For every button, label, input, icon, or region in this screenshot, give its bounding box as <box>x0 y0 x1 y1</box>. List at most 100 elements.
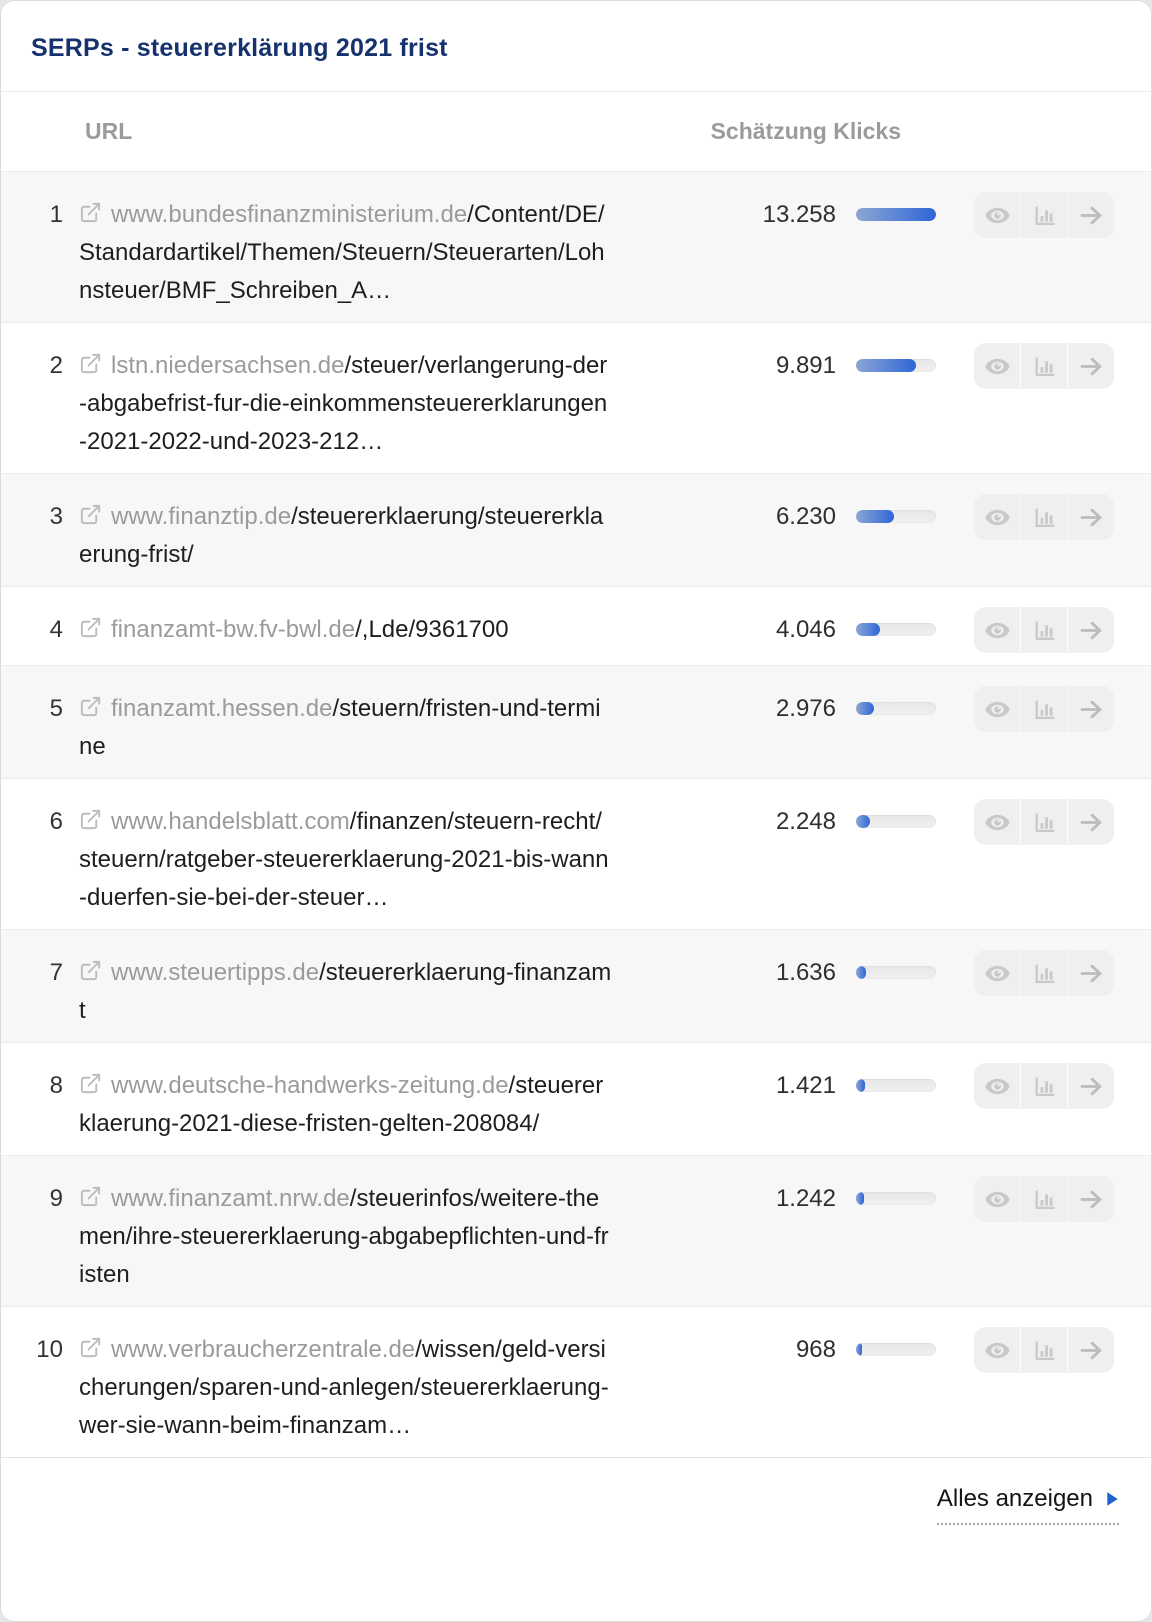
external-link-icon[interactable] <box>79 1333 102 1358</box>
eye-icon <box>984 960 1011 987</box>
clicks-estimate-value: 1.421 <box>775 1072 836 1099</box>
history-chart-button[interactable] <box>1021 343 1067 389</box>
external-link-icon[interactable] <box>79 1069 102 1094</box>
card-header: SERPs - steuererklärung 2021 frist <box>1 1 1151 91</box>
go-to-serp-button[interactable] <box>1068 1327 1114 1373</box>
preview-button[interactable] <box>974 1063 1020 1109</box>
go-to-serp-button[interactable] <box>1068 1063 1114 1109</box>
bar-chart-icon <box>1032 354 1057 379</box>
preview-button[interactable] <box>974 494 1020 540</box>
preview-button[interactable] <box>974 1327 1020 1373</box>
url-link[interactable]: www.finanztip.de/steuererklaerung/steuer… <box>79 498 613 574</box>
clicks-bar <box>856 1079 936 1092</box>
preview-button[interactable] <box>974 343 1020 389</box>
bar-chart-icon <box>1032 1187 1057 1212</box>
url-link[interactable]: finanzamt-bw.fv-bwl.de/,Lde/9361700 <box>79 611 613 649</box>
go-to-serp-button[interactable] <box>1068 799 1114 845</box>
url-path: /steuererklaerung/steuererklaerung-frist… <box>79 503 604 568</box>
clicks-bar-fill <box>856 359 916 372</box>
clicks-estimate-value: 1.636 <box>775 959 836 986</box>
url-path: /,Lde/9361700 <box>355 616 509 643</box>
external-link-icon[interactable] <box>79 692 102 717</box>
clicks-bar-fill <box>856 510 894 523</box>
url-link[interactable]: www.verbraucherzentrale.de/wissen/geld-v… <box>79 1331 613 1445</box>
row-actions <box>974 607 1114 653</box>
go-to-serp-button[interactable] <box>1068 607 1114 653</box>
history-chart-button[interactable] <box>1021 950 1067 996</box>
history-chart-button[interactable] <box>1021 686 1067 732</box>
eye-icon <box>984 1073 1011 1100</box>
arrow-right-icon <box>1078 1186 1105 1213</box>
clicks-bar-fill <box>856 208 936 221</box>
go-to-serp-button[interactable] <box>1068 343 1114 389</box>
preview-button[interactable] <box>974 686 1020 732</box>
arrow-right-icon <box>1078 696 1105 723</box>
go-to-serp-button[interactable] <box>1068 1176 1114 1222</box>
clicks-bar <box>856 1192 936 1205</box>
clicks-estimate-value: 9.891 <box>775 352 836 379</box>
history-chart-button[interactable] <box>1021 192 1067 238</box>
url-link[interactable]: www.finanzamt.nrw.de/steuerinfos/weitere… <box>79 1180 613 1294</box>
preview-button[interactable] <box>974 607 1020 653</box>
url-link[interactable]: www.handelsblatt.com/finanzen/steuern-re… <box>79 803 613 917</box>
table-row: 7 www.steuertipps.de/steuererklaerung-fi… <box>1 929 1151 1042</box>
row-actions <box>974 343 1114 389</box>
clicks-bar <box>856 966 936 979</box>
row-actions <box>974 686 1114 732</box>
arrow-right-icon <box>1078 1073 1105 1100</box>
bar-chart-icon <box>1032 505 1057 530</box>
clicks-bar-fill <box>856 966 866 979</box>
arrow-right-icon <box>1078 1337 1105 1364</box>
eye-icon <box>984 617 1011 644</box>
url-link[interactable]: www.bundesfinanzministerium.de/Content/D… <box>79 196 613 310</box>
url-path: /steuerinfos/weitere-themen/ihre-steuere… <box>79 1185 609 1288</box>
preview-button[interactable] <box>974 192 1020 238</box>
history-chart-button[interactable] <box>1021 1063 1067 1109</box>
clicks-estimate-value: 4.046 <box>775 616 836 643</box>
table-footer: Alles anzeigen <box>1 1457 1151 1525</box>
external-link-icon[interactable] <box>79 349 102 374</box>
rank-label: 8 <box>49 1072 63 1099</box>
external-link-icon[interactable] <box>79 198 102 223</box>
show-all-link[interactable]: Alles anzeigen <box>936 1484 1119 1525</box>
url-path: /steuererklaerung-finanzamt <box>79 959 612 1024</box>
table-row: 3 www.finanztip.de/steuererklaerung/steu… <box>1 473 1151 586</box>
eye-icon <box>984 809 1011 836</box>
row-actions <box>974 799 1114 845</box>
history-chart-button[interactable] <box>1021 607 1067 653</box>
clicks-estimate-value: 2.248 <box>775 808 836 835</box>
preview-button[interactable] <box>974 1176 1020 1222</box>
url-link[interactable]: www.steuertipps.de/steuererklaerung-fina… <box>79 954 613 1030</box>
external-link-icon[interactable] <box>79 956 102 981</box>
url-link[interactable]: lstn.niedersachsen.de/steuer/verlangerun… <box>79 347 613 461</box>
preview-button[interactable] <box>974 799 1020 845</box>
go-to-serp-button[interactable] <box>1068 950 1114 996</box>
clicks-bar <box>856 815 936 828</box>
url-path: /steuererklaerung-2021-diese-fristen-gel… <box>79 1072 604 1137</box>
go-to-serp-button[interactable] <box>1068 192 1114 238</box>
preview-button[interactable] <box>974 950 1020 996</box>
url-domain: lstn.niedersachsen.de <box>111 352 345 379</box>
go-to-serp-button[interactable] <box>1068 686 1114 732</box>
external-link-icon[interactable] <box>79 500 102 525</box>
history-chart-button[interactable] <box>1021 494 1067 540</box>
arrow-right-icon <box>1078 617 1105 644</box>
show-all-label: Alles anzeigen <box>936 1485 1093 1512</box>
rank-label: 6 <box>49 808 63 835</box>
history-chart-button[interactable] <box>1021 799 1067 845</box>
history-chart-button[interactable] <box>1021 1327 1067 1373</box>
eye-icon <box>984 504 1011 531</box>
url-link[interactable]: www.deutsche-handwerks-zeitung.de/steuer… <box>79 1067 613 1143</box>
go-to-serp-button[interactable] <box>1068 494 1114 540</box>
external-link-icon[interactable] <box>79 805 102 830</box>
history-chart-button[interactable] <box>1021 1176 1067 1222</box>
external-link-icon[interactable] <box>79 1182 102 1207</box>
url-link[interactable]: finanzamt.hessen.de/steuern/fristen-und-… <box>79 690 613 766</box>
clicks-estimate-value: 1.242 <box>775 1185 836 1212</box>
row-actions <box>974 494 1114 540</box>
column-header-url: URL <box>85 118 133 144</box>
table-row: 5 finanzamt.hessen.de/steuern/fristen-un… <box>1 665 1151 778</box>
clicks-estimate-value: 6.230 <box>775 503 836 530</box>
external-link-icon[interactable] <box>79 613 102 638</box>
